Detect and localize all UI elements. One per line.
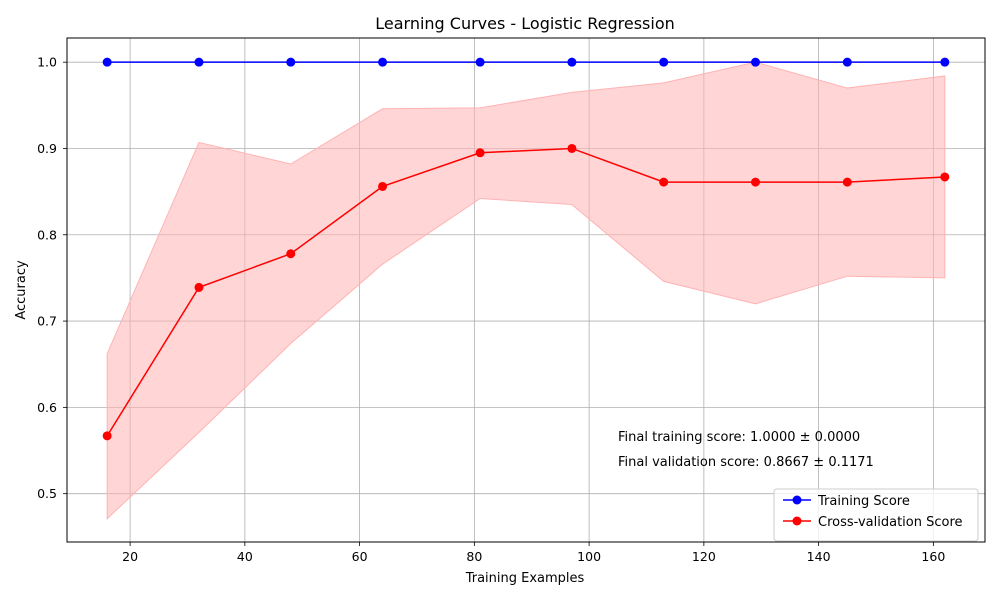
x-tick-label: 100 <box>577 549 601 564</box>
cv-point <box>751 177 760 187</box>
training-point <box>751 57 760 67</box>
cv-point <box>378 181 388 191</box>
x-axis-label: Training Examples <box>465 571 585 586</box>
training-point <box>659 57 669 67</box>
training-point <box>102 57 112 67</box>
y-tick-label: 0.5 <box>37 486 57 501</box>
training-point <box>194 57 204 67</box>
x-tick-label: 40 <box>237 549 253 564</box>
training-series <box>102 57 950 67</box>
cv-point <box>102 431 112 441</box>
y-tick-label: 0.9 <box>37 141 57 156</box>
x-tick-label: 120 <box>692 549 716 564</box>
training-point <box>567 57 577 67</box>
y-axis-ticks: 0.5 0.6 0.7 0.8 0.9 1.0 <box>37 55 67 501</box>
y-tick-label: 0.8 <box>37 227 57 242</box>
y-tick-label: 0.7 <box>37 314 57 329</box>
x-axis-ticks: 20 40 60 80 100 120 140 160 <box>122 542 945 564</box>
legend: Training Score Cross-validation Score <box>773 488 979 542</box>
cv-point <box>475 148 485 158</box>
cv-point <box>567 143 577 153</box>
training-point <box>475 57 485 67</box>
final-validation-score-annotation: Final validation score: 0.8667 ± 0.1171 <box>618 455 874 470</box>
x-tick-label: 80 <box>466 549 482 564</box>
series-layer <box>102 57 950 441</box>
y-tick-label: 0.6 <box>37 400 57 415</box>
x-tick-label: 60 <box>352 549 368 564</box>
training-point <box>940 57 950 67</box>
legend-box <box>773 488 979 542</box>
cv-series <box>102 143 950 441</box>
x-tick-label: 140 <box>807 549 831 564</box>
chart-title: Learning Curves - Logistic Regression <box>375 14 675 33</box>
training-point <box>286 57 296 67</box>
x-tick-label: 20 <box>122 549 138 564</box>
cv-point <box>842 177 852 187</box>
cv-point <box>286 249 296 259</box>
training-point <box>842 57 852 67</box>
legend-training-label: Training Score <box>817 494 910 509</box>
x-tick-label: 160 <box>921 549 945 564</box>
legend-training-marker <box>792 495 802 505</box>
legend-cv-marker <box>792 516 802 526</box>
cv-line <box>106 147 945 437</box>
cv-std-band <box>106 61 946 520</box>
confidence-band-layer <box>106 61 946 520</box>
plot-frame <box>66 37 986 543</box>
cv-point <box>940 172 950 182</box>
legend-cv-label: Cross-validation Score <box>818 515 963 530</box>
final-training-score-annotation: Final training score: 1.0000 ± 0.0000 <box>618 430 860 445</box>
cv-point <box>659 177 669 187</box>
cv-point <box>194 282 204 292</box>
y-axis-label: Accuracy <box>14 260 29 320</box>
training-point <box>378 57 388 67</box>
y-tick-label: 1.0 <box>37 55 57 70</box>
